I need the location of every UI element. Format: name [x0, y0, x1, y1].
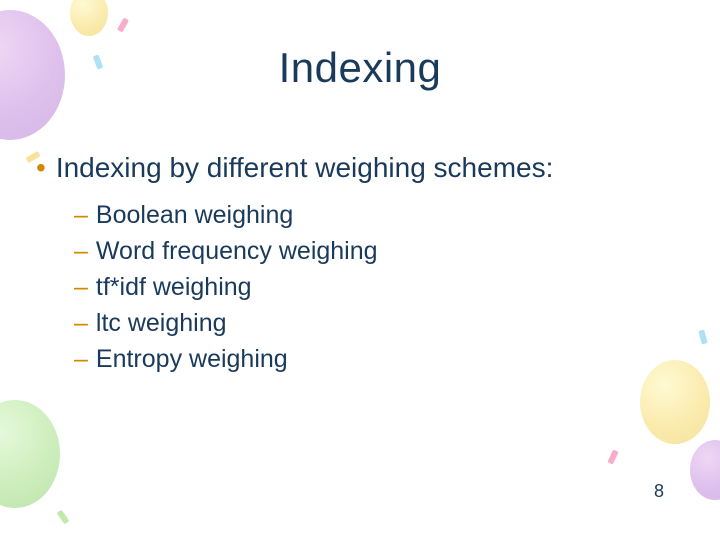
sub-bullet-text: Boolean weighing: [96, 198, 293, 232]
page-number: 8: [654, 481, 664, 502]
dash-marker: –: [74, 198, 88, 232]
sub-bullet-text: Word frequency weighing: [96, 234, 378, 268]
sub-bullet-item: – Word frequency weighing: [74, 234, 690, 268]
balloon-decor: [70, 0, 108, 36]
slide-content: • Indexing by different weighing schemes…: [36, 150, 690, 378]
bullet-item: • Indexing by different weighing schemes…: [36, 150, 690, 186]
sub-bullet-item: – Entropy weighing: [74, 342, 690, 376]
sub-bullet-text: ltc weighing: [96, 306, 227, 340]
confetti-decor: [698, 329, 707, 344]
confetti-decor: [117, 17, 129, 32]
bullet-marker: •: [36, 150, 46, 186]
sub-bullet-text: tf*idf weighing: [96, 270, 252, 304]
balloon-decor: [690, 440, 720, 500]
balloon-decor: [0, 400, 60, 508]
sub-bullet-item: – ltc weighing: [74, 306, 690, 340]
dash-marker: –: [74, 234, 88, 268]
slide-title: Indexing: [0, 44, 720, 92]
confetti-decor: [607, 449, 618, 464]
sub-bullet-item: – Boolean weighing: [74, 198, 690, 232]
bullet-text: Indexing by different weighing schemes:: [56, 150, 554, 186]
sub-bullet-list: – Boolean weighing – Word frequency weig…: [74, 198, 690, 376]
dash-marker: –: [74, 342, 88, 376]
sub-bullet-item: – tf*idf weighing: [74, 270, 690, 304]
dash-marker: –: [74, 270, 88, 304]
confetti-decor: [57, 510, 70, 525]
sub-bullet-text: Entropy weighing: [96, 342, 288, 376]
dash-marker: –: [74, 306, 88, 340]
slide: Indexing • Indexing by different weighin…: [0, 0, 720, 540]
